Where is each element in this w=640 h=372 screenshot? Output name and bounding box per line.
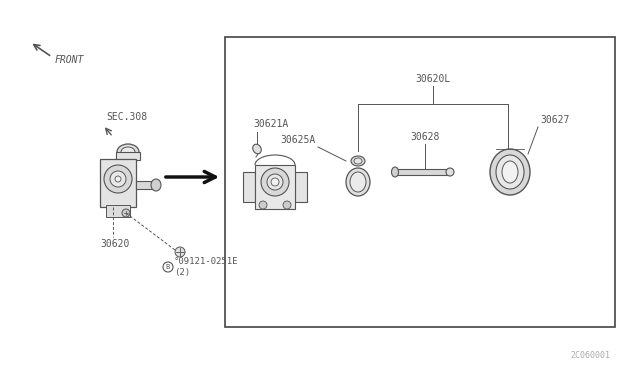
Circle shape: [283, 201, 291, 209]
Text: 30620: 30620: [100, 239, 129, 249]
Text: 30627: 30627: [540, 115, 570, 125]
Ellipse shape: [350, 172, 366, 192]
Bar: [106, 205, 130, 217]
Ellipse shape: [346, 168, 370, 196]
Text: 30625A: 30625A: [281, 135, 316, 145]
Circle shape: [104, 165, 132, 193]
Ellipse shape: [502, 161, 518, 183]
Circle shape: [261, 168, 289, 196]
Ellipse shape: [490, 149, 530, 195]
Bar: [295, 172, 307, 202]
Text: 2C060001: 2C060001: [570, 351, 610, 360]
Circle shape: [163, 262, 173, 272]
Ellipse shape: [496, 155, 524, 189]
Circle shape: [271, 178, 279, 186]
Bar: [225, 37, 615, 327]
Circle shape: [110, 171, 126, 187]
Bar: [116, 152, 140, 160]
Ellipse shape: [121, 147, 135, 157]
Text: °09121-0251E
(2): °09121-0251E (2): [174, 257, 239, 277]
Bar: [243, 172, 255, 202]
Text: B: B: [166, 264, 170, 270]
Bar: [136, 181, 156, 189]
Text: SEC.308: SEC.308: [106, 112, 147, 122]
Bar: [255, 165, 295, 209]
Bar: [100, 159, 136, 207]
Circle shape: [115, 176, 121, 182]
Bar: [395, 169, 450, 175]
Circle shape: [175, 247, 185, 257]
Circle shape: [267, 174, 283, 190]
Text: 30628: 30628: [410, 132, 440, 142]
Ellipse shape: [151, 179, 161, 191]
Ellipse shape: [392, 167, 399, 177]
Circle shape: [122, 209, 130, 217]
Text: FRONT: FRONT: [55, 55, 84, 65]
Ellipse shape: [446, 168, 454, 176]
Circle shape: [259, 201, 267, 209]
Ellipse shape: [253, 144, 261, 154]
Text: 30621A: 30621A: [253, 119, 288, 129]
Ellipse shape: [351, 156, 365, 166]
Text: 30620L: 30620L: [415, 74, 451, 84]
Ellipse shape: [117, 144, 139, 160]
Ellipse shape: [354, 158, 362, 164]
